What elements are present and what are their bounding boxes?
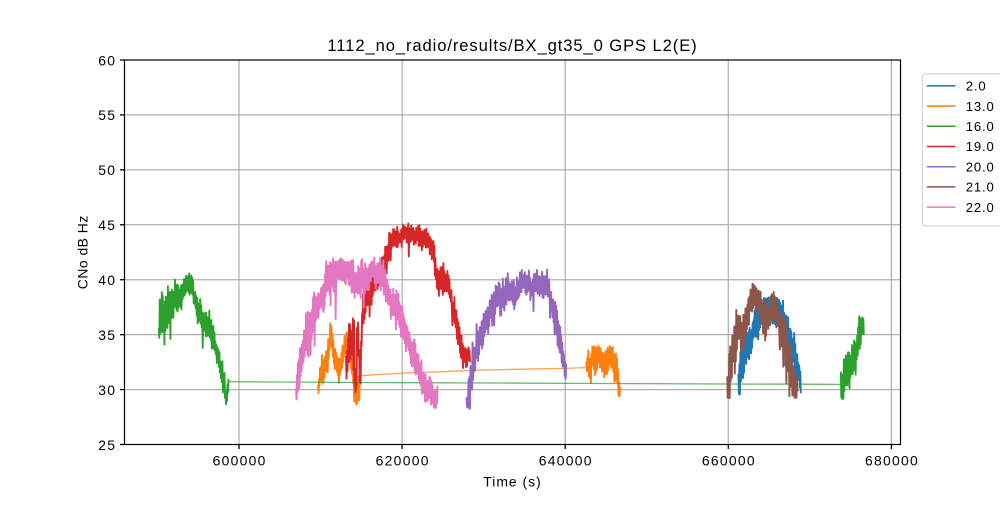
svg-text:680000: 680000 bbox=[865, 453, 919, 469]
svg-text:16.0: 16.0 bbox=[966, 119, 995, 134]
svg-text:45: 45 bbox=[98, 217, 116, 233]
svg-text:30: 30 bbox=[98, 382, 116, 398]
svg-text:620000: 620000 bbox=[376, 453, 430, 469]
svg-text:2.0: 2.0 bbox=[966, 79, 987, 94]
svg-text:55: 55 bbox=[98, 107, 116, 123]
svg-text:600000: 600000 bbox=[213, 453, 267, 469]
svg-text:21.0: 21.0 bbox=[966, 180, 995, 195]
svg-text:20.0: 20.0 bbox=[966, 159, 995, 174]
svg-text:660000: 660000 bbox=[702, 453, 756, 469]
svg-text:35: 35 bbox=[98, 327, 116, 343]
svg-text:25: 25 bbox=[98, 437, 116, 453]
svg-text:40: 40 bbox=[98, 272, 116, 288]
svg-text:60: 60 bbox=[98, 52, 116, 68]
svg-text:19.0: 19.0 bbox=[966, 139, 995, 154]
svg-text:50: 50 bbox=[98, 162, 116, 178]
svg-text:22.0: 22.0 bbox=[966, 200, 995, 215]
svg-text:1112_no_radio/results/BX_gt35_: 1112_no_radio/results/BX_gt35_0 GPS L2(E… bbox=[327, 36, 697, 55]
svg-text:CNo dB Hz: CNo dB Hz bbox=[75, 215, 91, 289]
svg-text:13.0: 13.0 bbox=[966, 99, 995, 114]
svg-text:640000: 640000 bbox=[539, 453, 593, 469]
svg-text:Time (s): Time (s) bbox=[483, 473, 541, 489]
